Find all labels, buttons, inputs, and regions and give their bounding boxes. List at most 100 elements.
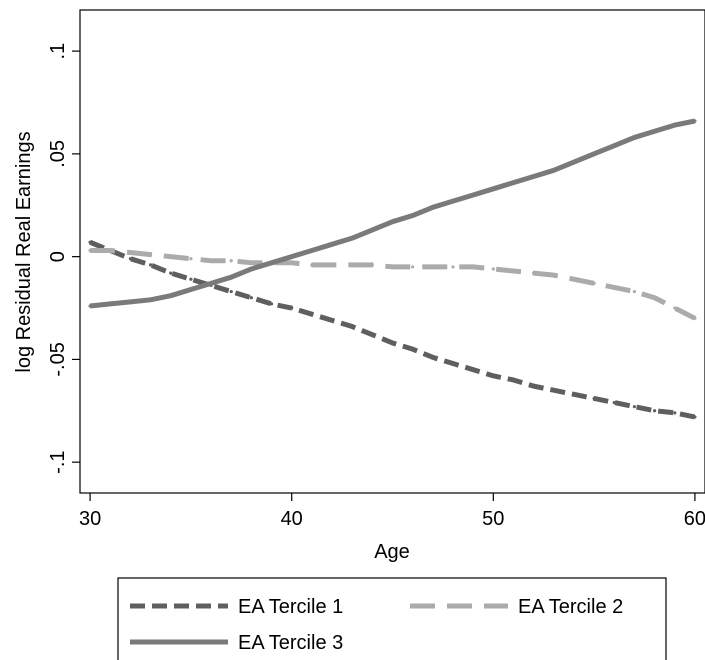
x-axis: 30 40 50 60 bbox=[79, 493, 705, 530]
x-tick-label: 40 bbox=[281, 508, 303, 530]
data-point bbox=[471, 193, 475, 197]
data-point bbox=[189, 257, 193, 261]
data-point bbox=[189, 287, 193, 292]
data-point bbox=[612, 144, 616, 148]
data-point bbox=[209, 259, 213, 263]
data-point bbox=[652, 129, 657, 133]
y-tick-label: .1 bbox=[47, 43, 69, 60]
data-point bbox=[350, 263, 354, 267]
y-tick-label: -.05 bbox=[47, 342, 69, 376]
y-tick-label: 0 bbox=[47, 251, 69, 262]
data-point bbox=[148, 252, 153, 257]
data-point bbox=[431, 355, 435, 359]
data-point bbox=[350, 236, 354, 240]
data-point bbox=[169, 255, 173, 259]
y-axis-title: log Residual Real Earnings bbox=[13, 131, 35, 372]
legend-item: EA Tercile 1 bbox=[130, 596, 343, 618]
data-point bbox=[330, 263, 334, 267]
data-point bbox=[411, 213, 415, 218]
data-point bbox=[88, 240, 92, 244]
data-point bbox=[310, 263, 314, 267]
data-point bbox=[108, 302, 112, 306]
data-point bbox=[511, 378, 516, 382]
data-point bbox=[673, 306, 677, 310]
data-point bbox=[612, 400, 616, 405]
data-point bbox=[572, 160, 576, 164]
y-tick-label: -.1 bbox=[47, 450, 69, 473]
data-point bbox=[249, 261, 253, 265]
data-point bbox=[632, 289, 637, 294]
data-point bbox=[411, 347, 415, 351]
data-point bbox=[532, 271, 536, 275]
plot-area bbox=[79, 9, 705, 494]
data-point bbox=[491, 267, 495, 271]
x-tick-label: 50 bbox=[482, 508, 504, 530]
data-point bbox=[310, 312, 314, 316]
data-point bbox=[269, 302, 274, 306]
plot-frame bbox=[79, 9, 705, 494]
data-point bbox=[612, 285, 616, 290]
legend-box bbox=[117, 577, 667, 660]
data-point bbox=[552, 273, 556, 277]
data-point bbox=[431, 265, 435, 269]
data-point bbox=[552, 168, 556, 172]
data-point bbox=[451, 199, 455, 203]
data-point bbox=[370, 263, 374, 267]
data-point bbox=[370, 333, 374, 337]
data-point bbox=[390, 341, 395, 345]
data-point bbox=[128, 250, 133, 255]
legend-item: EA Tercile 3 bbox=[130, 632, 343, 654]
data-point bbox=[390, 220, 395, 224]
data-point bbox=[148, 298, 153, 302]
data-point bbox=[229, 289, 233, 294]
data-point bbox=[249, 296, 253, 300]
data-point bbox=[169, 271, 173, 275]
data-point bbox=[693, 415, 697, 419]
data-point bbox=[330, 318, 334, 322]
data-point bbox=[592, 152, 596, 156]
data-point bbox=[290, 306, 294, 310]
legend-items: EA Tercile 1 EA Tercile 2 EA Tercile 3 bbox=[130, 596, 623, 654]
data-point bbox=[511, 181, 516, 185]
x-tick-label: 60 bbox=[684, 508, 705, 530]
data-point bbox=[189, 277, 193, 281]
data-point bbox=[491, 374, 495, 378]
data-point bbox=[148, 263, 153, 267]
data-point bbox=[532, 384, 536, 388]
data-point bbox=[552, 388, 556, 392]
data-point bbox=[390, 265, 395, 269]
data-point bbox=[290, 255, 294, 259]
x-tick-label: 30 bbox=[79, 508, 101, 530]
data-point bbox=[511, 269, 516, 273]
data-point bbox=[209, 281, 213, 285]
legend-item: EA Tercile 2 bbox=[410, 596, 623, 618]
data-point bbox=[128, 300, 133, 304]
series-layer bbox=[88, 118, 697, 420]
data-point bbox=[451, 361, 455, 366]
data-point bbox=[632, 405, 637, 409]
data-point bbox=[88, 248, 92, 253]
data-point bbox=[673, 411, 677, 415]
data-point bbox=[169, 294, 173, 298]
data-point bbox=[652, 409, 657, 413]
data-point bbox=[350, 324, 354, 329]
series-3 bbox=[88, 118, 697, 309]
data-point bbox=[249, 267, 253, 271]
legend: EA Tercile 1 EA Tercile 2 EA Tercile 3 bbox=[117, 577, 667, 660]
data-point bbox=[673, 123, 677, 127]
y-axis: -.1 -.05 0 .05 .1 bbox=[47, 43, 80, 474]
data-point bbox=[592, 396, 596, 401]
data-point bbox=[491, 187, 495, 191]
x-axis-title: Age bbox=[374, 541, 410, 563]
data-point bbox=[330, 242, 334, 246]
data-point bbox=[229, 275, 233, 279]
legend-label: EA Tercile 1 bbox=[238, 596, 343, 618]
data-point bbox=[370, 228, 374, 232]
data-point bbox=[693, 119, 697, 123]
data-point bbox=[229, 259, 233, 263]
data-point bbox=[431, 205, 435, 209]
data-point bbox=[411, 265, 415, 269]
data-point bbox=[693, 316, 697, 320]
data-point bbox=[128, 257, 133, 261]
